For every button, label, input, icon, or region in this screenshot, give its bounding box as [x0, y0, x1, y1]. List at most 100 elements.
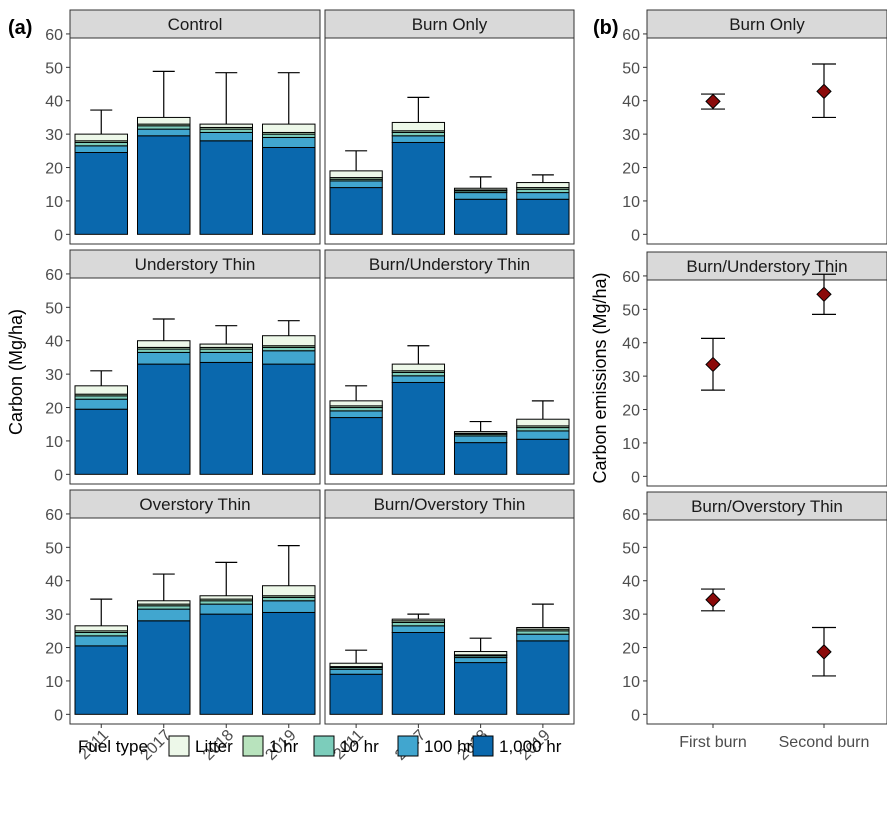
bar-segment-litter-2011 — [74, 133, 128, 142]
y-tick-label: 60 — [45, 27, 63, 44]
bar-segment-litter-2017 — [391, 363, 446, 372]
bar-segment-10-hr-2011 — [74, 632, 128, 637]
bar-segment-1-000-hr-2011 — [329, 417, 383, 475]
facet-title: Burn/Understory Thin — [686, 257, 847, 276]
y-tick-label: 60 — [45, 267, 63, 284]
y-tick-label: 10 — [45, 194, 63, 211]
bar-segment-100-hr-2011 — [74, 398, 128, 410]
panel-label-a: (a) — [8, 17, 32, 39]
bar-segment-1-000-hr-2019 — [262, 611, 316, 715]
facet-title: Burn/Understory Thin — [369, 255, 530, 274]
y-tick-label: 50 — [45, 540, 63, 557]
bar-segment-litter-2017 — [137, 600, 191, 605]
bar-segment-1-000-hr-2018 — [199, 613, 253, 715]
bar-segment-10-hr-2019 — [516, 630, 570, 635]
y-tick-label: 50 — [45, 300, 63, 317]
y-tick-label: 20 — [45, 641, 63, 658]
bar-segment-litter-2017 — [137, 340, 191, 348]
bar-segment-1-000-hr-2011 — [329, 673, 383, 715]
bar-segment-litter-2017 — [391, 121, 446, 132]
bar-segment-1-000-hr-2017 — [137, 363, 191, 475]
bar-segment-10-hr-2017 — [391, 621, 446, 627]
data-point-first-burn — [705, 356, 721, 373]
data-point-second-burn — [816, 644, 832, 660]
bar-segment-1-000-hr-2017 — [137, 620, 191, 715]
y-tick-label: 10 — [45, 674, 63, 691]
bar-segment-10-hr-2017 — [137, 348, 191, 353]
facet-strip — [69, 489, 321, 519]
bar-segment-100-hr-2011 — [74, 145, 128, 154]
bar-segment-1-000-hr-2017 — [391, 381, 446, 475]
y-tick-label: 50 — [45, 60, 63, 77]
y-tick-label: 20 — [45, 161, 63, 178]
y-tick-label: 40 — [45, 94, 63, 111]
data-point-second-burn — [816, 83, 832, 100]
facet-title: Control — [168, 15, 223, 34]
y-tick-label: 40 — [622, 336, 640, 353]
bar-segment-1-000-hr-2018 — [199, 361, 253, 475]
bar-segment-10-hr-2017 — [391, 371, 446, 377]
bar-segment-100-hr-2018 — [453, 435, 508, 444]
y-tick-label: 0 — [631, 469, 640, 486]
y-tick-label: 20 — [45, 401, 63, 418]
bar-segment-100-hr-2019 — [516, 192, 570, 200]
facet-strip — [324, 489, 575, 519]
bar-segment-10-hr-2019 — [516, 427, 570, 432]
y-tick-label: 20 — [622, 641, 640, 658]
bar-segment-10-hr-2017 — [137, 605, 191, 610]
bar-segment-litter-2011 — [74, 625, 128, 632]
bar-segment-litter-2017 — [391, 618, 446, 622]
bar-segment-100-hr-2019 — [262, 136, 316, 148]
bar-segment-10-hr-2017 — [391, 131, 446, 137]
bar-segment-100-hr-2018 — [199, 131, 253, 142]
bar-segment-100-hr-2011 — [329, 410, 383, 419]
bar-segment-litter-2018 — [453, 651, 508, 656]
y-tick-label: 0 — [631, 227, 640, 244]
facet-title: Burn/Overstory Thin — [691, 497, 843, 516]
bar-segment-1-000-hr-2018 — [453, 662, 508, 715]
legend-label-1-hr: 1 hr — [269, 737, 299, 756]
bar-segment-100-hr-2011 — [329, 668, 383, 675]
bar-segment-litter-2011 — [329, 662, 383, 668]
y-tick-label: 30 — [45, 367, 63, 384]
bar-segment-100-hr-2018 — [199, 603, 253, 615]
y-tick-label: 30 — [622, 369, 640, 386]
bar-segment-100-hr-2019 — [262, 350, 316, 365]
bar-segment-litter-2018 — [453, 431, 508, 434]
bar-segment-1-000-hr-2018 — [453, 198, 508, 235]
facet-b-burn-understory-thin: Burn/Understory Thin 0 10 20 30 40 50 60 — [622, 251, 887, 487]
y-tick-label: 40 — [45, 574, 63, 591]
y-tick-label: 0 — [631, 707, 640, 724]
bar-segment-10-hr-2018 — [199, 600, 253, 605]
legend: Fuel type Litter 1 hr 10 hr 100 hr 1,000 hr — [78, 735, 562, 757]
bar-segment-litter-2019 — [262, 335, 316, 347]
x-tick-label: First burn — [679, 734, 747, 751]
y-tick-label: 0 — [54, 467, 63, 484]
y-tick-label: 50 — [622, 302, 640, 319]
legend-label-100-hr: 100 hr — [424, 737, 473, 756]
facet-title: Burn Only — [412, 15, 488, 34]
bar-segment-1-000-hr-2017 — [391, 632, 446, 715]
legend-swatch-1-000-hr — [472, 735, 494, 757]
bar-segment-100-hr-2017 — [391, 625, 446, 634]
bar-segment-100-hr-2011 — [329, 180, 383, 189]
y-tick-label: 60 — [622, 27, 640, 44]
bar-segment-10-hr-2011 — [329, 407, 383, 412]
bar-segment-100-hr-2011 — [74, 635, 128, 647]
bar-segment-10-hr-2018 — [199, 128, 253, 133]
legend-label-1-000-hr: 1,000 hr — [499, 737, 562, 756]
y-tick-label: 30 — [622, 127, 640, 144]
y-tick-label: 30 — [45, 607, 63, 624]
bar-segment-100-hr-2018 — [453, 657, 508, 664]
plot-area — [646, 519, 887, 725]
legend-swatch-1-hr — [242, 735, 264, 757]
facet-burn-overstory-thin: Burn/Overstory Thin2011201720182019 — [324, 489, 575, 764]
plot-area — [646, 279, 887, 487]
bar-segment-1-000-hr-2018 — [453, 442, 508, 475]
facet-title: Burn/Overstory Thin — [374, 495, 526, 514]
bar-segment-litter-2019 — [516, 626, 570, 630]
facet-strip — [69, 249, 321, 279]
bar-segment-litter-2019 — [262, 123, 316, 133]
bar-segment-1-000-hr-2019 — [262, 363, 316, 475]
